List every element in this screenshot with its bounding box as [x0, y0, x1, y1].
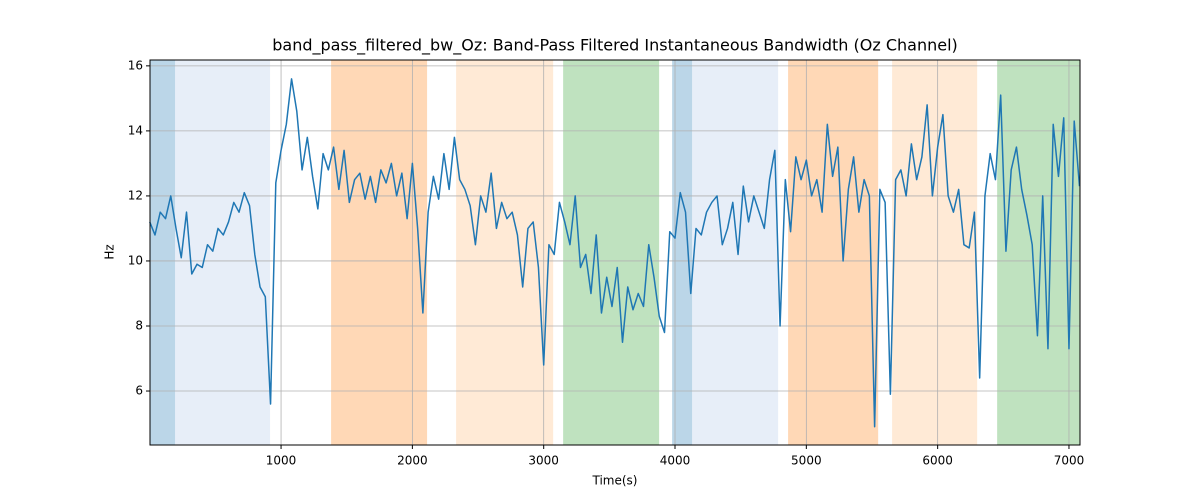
x-axis-label: Time(s)	[592, 474, 638, 488]
shaded-span	[150, 60, 176, 445]
line	[149, 78, 1081, 428]
y-axis-label: Hz	[103, 244, 117, 259]
x-tick-label: 2000	[397, 454, 428, 468]
chart-title: band_pass_filtered_bw_Oz: Band-Pass Filt…	[272, 36, 958, 56]
x-tick-label: 4000	[660, 454, 691, 468]
shaded-span	[892, 60, 978, 445]
y-tick-label: 10	[128, 253, 143, 267]
shaded-span	[997, 60, 1080, 445]
x-tick-label: 3000	[528, 454, 559, 468]
y-tick-label: 8	[135, 318, 143, 332]
shaded-span	[692, 60, 779, 445]
x-tick-label: 7000	[1054, 454, 1085, 468]
y-tick-label: 12	[128, 188, 143, 202]
x-tick-label: 5000	[791, 454, 822, 468]
x-tick-label: 1000	[266, 454, 297, 468]
plot-frame	[149, 59, 1081, 446]
shaded-span	[788, 60, 879, 445]
y-tick-label: 16	[128, 58, 143, 72]
y-tick-label: 6	[135, 384, 143, 398]
shaded-span	[672, 60, 693, 445]
shaded-span	[563, 60, 660, 445]
ticks: 1000 2000 3000 4000 5000 6000 7000 6 8 10 12 14 16	[128, 58, 1085, 467]
shaded-span	[331, 60, 428, 445]
y-tick-label: 14	[128, 123, 143, 137]
marks	[149, 78, 1081, 428]
x-tick-label: 6000	[922, 454, 953, 468]
spans	[150, 60, 1080, 445]
shaded-span	[456, 60, 554, 445]
grid	[150, 60, 1080, 445]
